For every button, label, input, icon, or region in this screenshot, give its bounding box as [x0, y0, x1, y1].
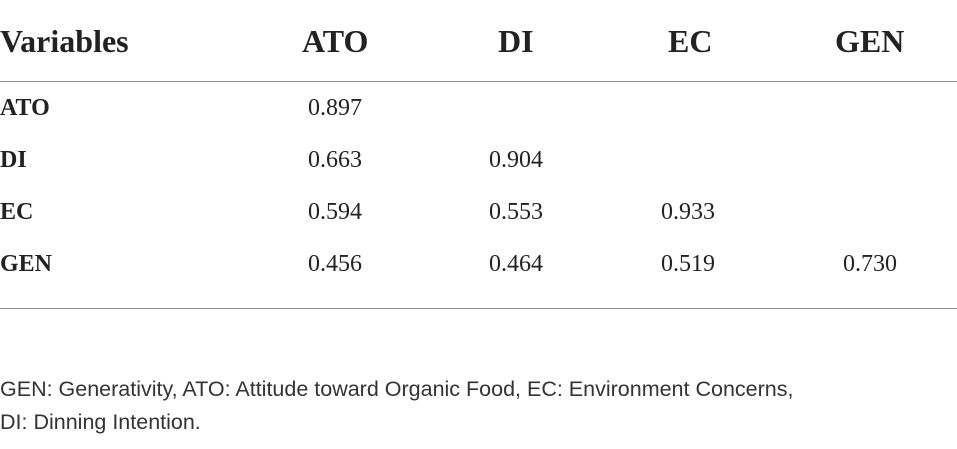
table-row: GEN 0.456 0.464 0.519 0.730	[0, 249, 957, 301]
table-cell: 0.464	[489, 251, 543, 277]
table-row: EC 0.594 0.553 0.933	[0, 197, 957, 249]
table-cell: 0.519	[661, 251, 715, 277]
table-bottom-rule	[0, 308, 957, 309]
table-footnote: GEN: Generativity, ATO: Attitude toward …	[0, 373, 957, 439]
table-cell: 0.904	[489, 147, 543, 173]
table-cell: 0.456	[308, 251, 362, 277]
column-header-di: DI	[498, 23, 534, 59]
row-label: ATO	[0, 95, 50, 121]
footnote-line: GEN: Generativity, ATO: Attitude toward …	[0, 377, 794, 401]
column-header-ato: ATO	[302, 23, 369, 59]
header-divider	[0, 81, 957, 82]
row-label: DI	[0, 147, 27, 173]
table-cell: 0.594	[308, 199, 362, 225]
column-header-ec: EC	[668, 23, 713, 59]
table-cell: 0.933	[661, 199, 715, 225]
row-label: GEN	[0, 251, 53, 277]
footnote-line: DI: Dinning Intention.	[0, 410, 201, 434]
table-cell: 0.663	[308, 147, 362, 173]
column-header-gen: GEN	[835, 23, 905, 59]
row-label: EC	[0, 199, 34, 225]
table-cell: 0.730	[843, 251, 897, 277]
table-row: DI 0.663 0.904	[0, 145, 957, 197]
table-header-row: Variables ATO DI EC GEN	[0, 0, 957, 82]
table-cell: 0.897	[308, 95, 362, 121]
table-row: ATO 0.897	[0, 93, 957, 145]
column-header-variables: Variables	[0, 23, 129, 59]
table-cell: 0.553	[489, 199, 543, 225]
